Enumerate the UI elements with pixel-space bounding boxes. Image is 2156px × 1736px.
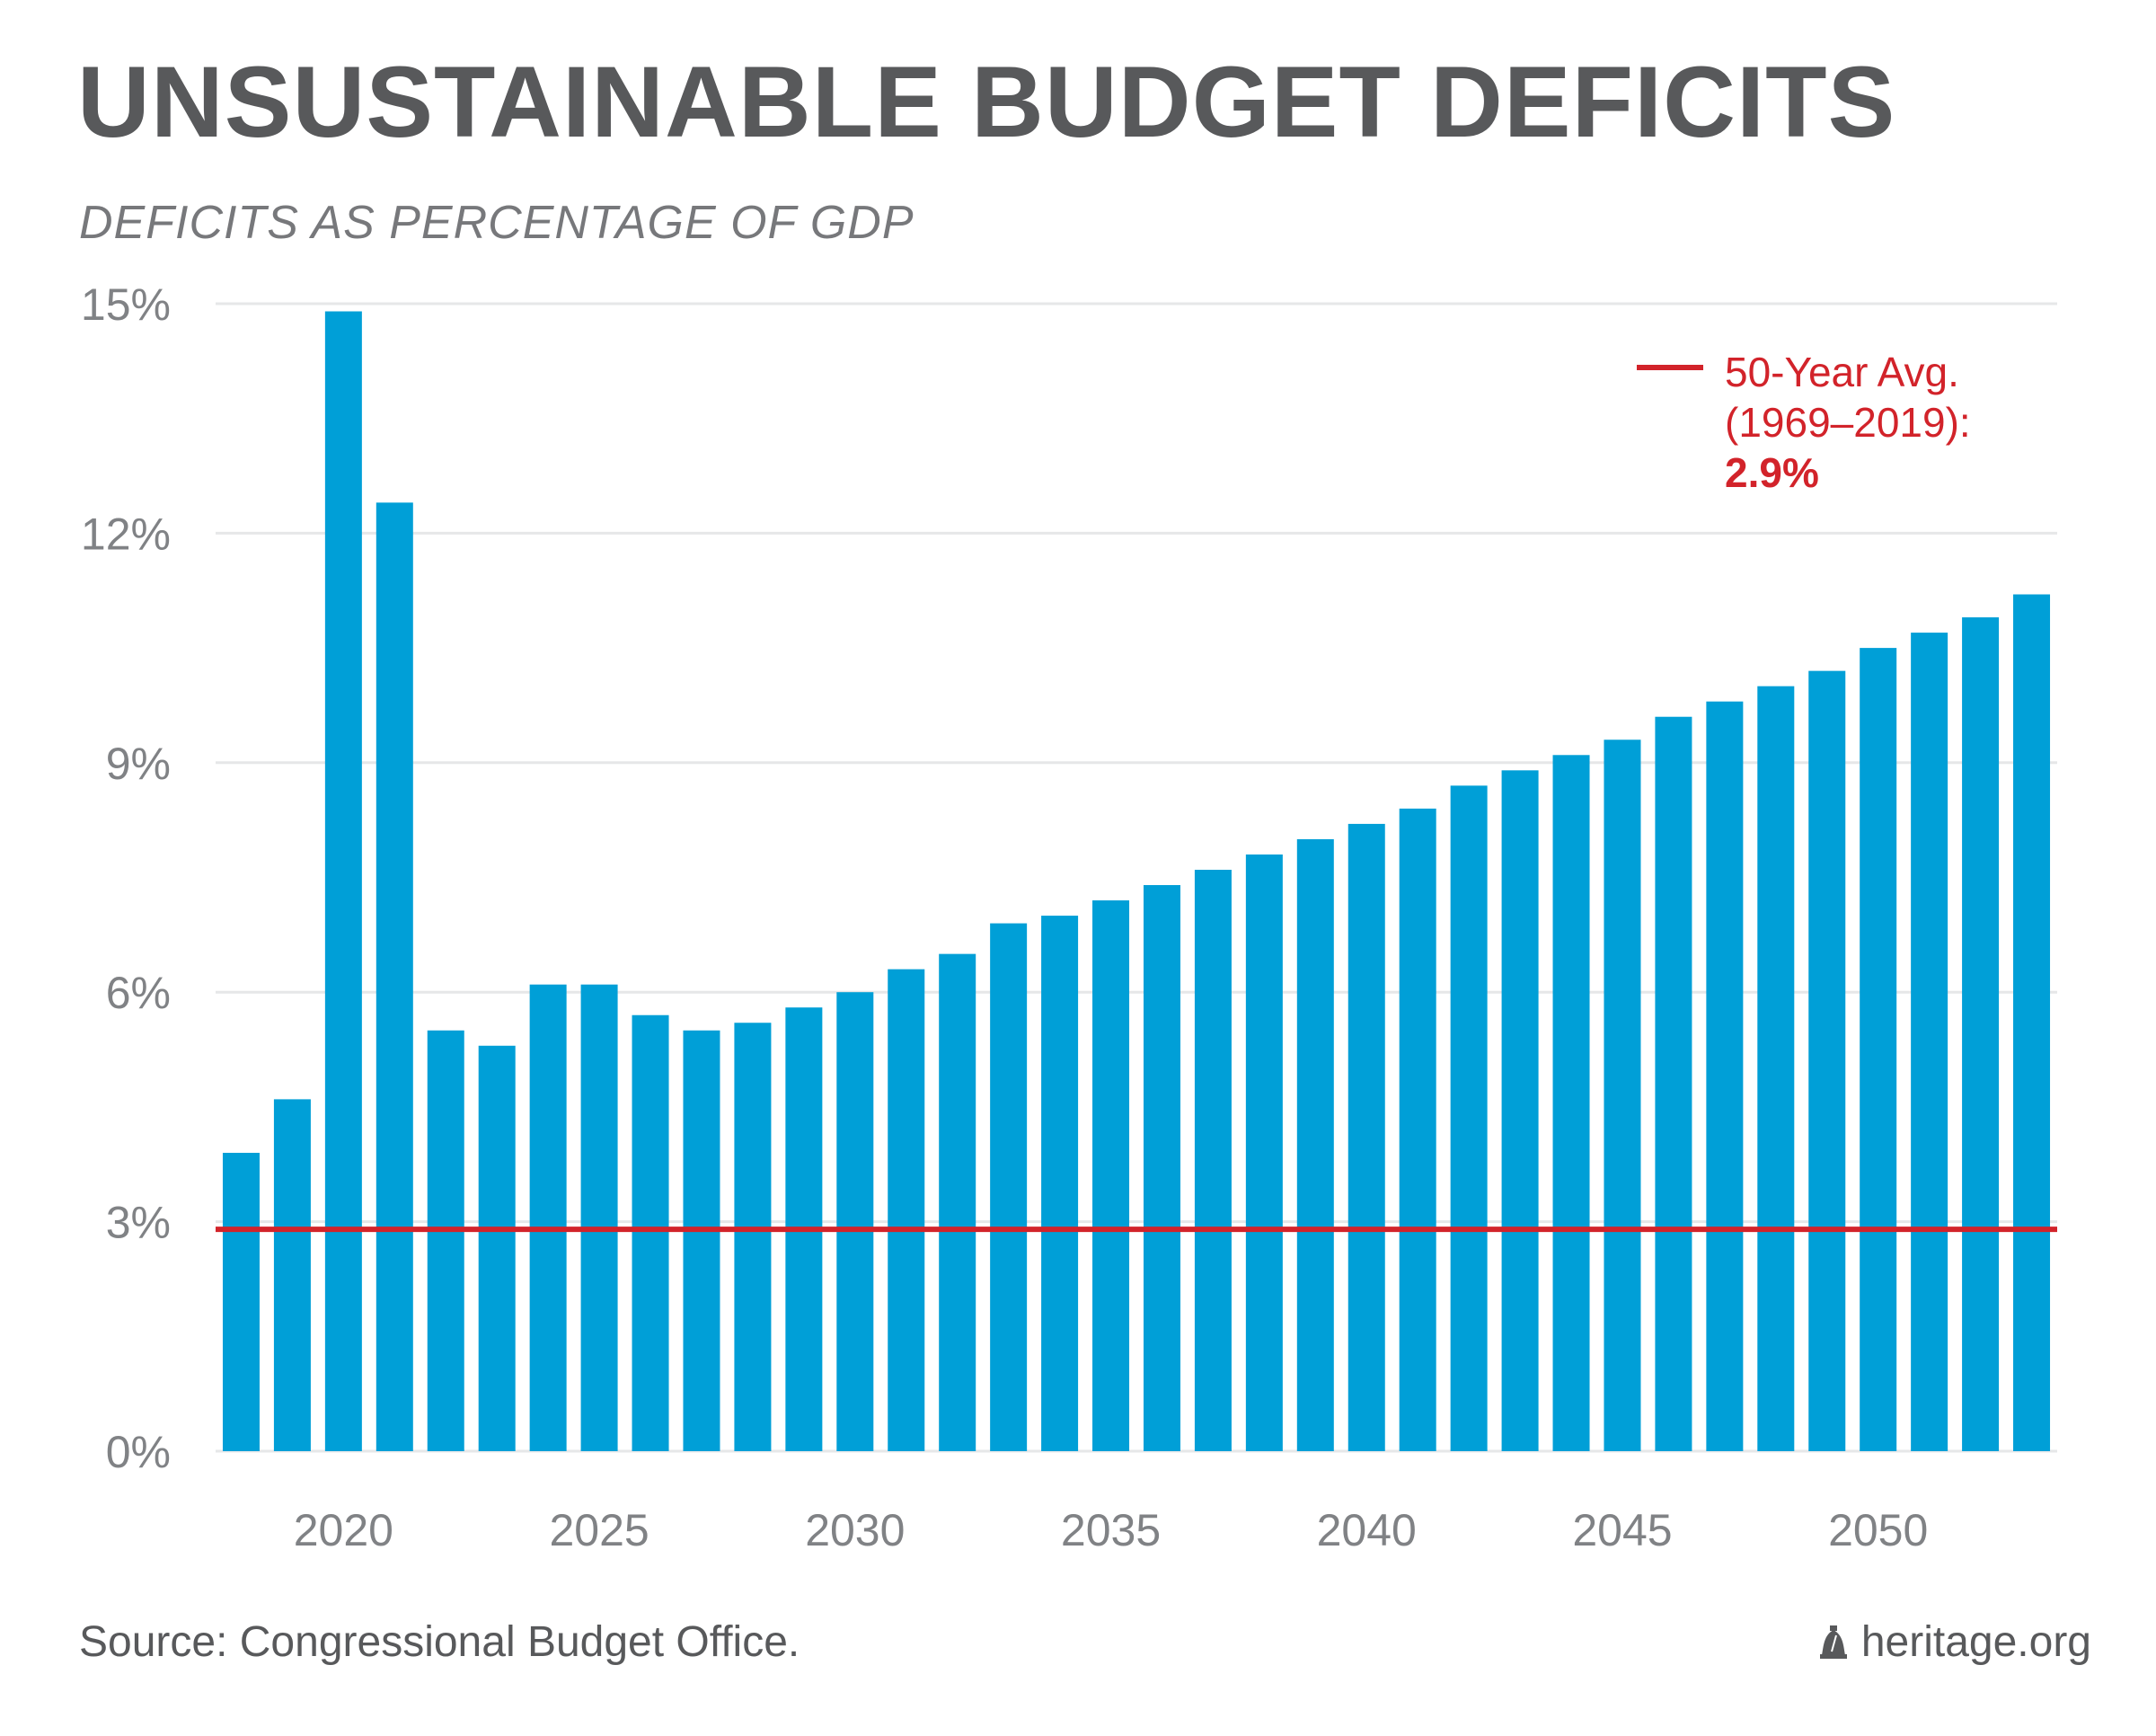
bar-2019	[273, 1099, 311, 1451]
bar-2042	[1450, 785, 1488, 1451]
legend-value: 2.9%	[1725, 449, 1819, 496]
brand[interactable]: heritage.org	[1818, 1617, 2091, 1667]
bar-2021	[376, 502, 413, 1451]
bar-2030	[836, 992, 874, 1451]
y-tick-label: 12%	[81, 509, 171, 559]
bar-2040	[1348, 823, 1385, 1451]
y-tick-label: 3%	[106, 1198, 171, 1248]
x-tick-label: 2050	[1828, 1505, 1928, 1555]
bar-2034	[1041, 916, 1079, 1451]
bar-2022	[427, 1030, 464, 1451]
bar-2033	[990, 923, 1028, 1451]
y-axis-ticks: 0% 3% 6% 9% 12% 15%	[81, 279, 171, 1477]
chart-subtitle: DEFICITS AS PERCENTAGE OF GDP	[79, 197, 915, 249]
x-tick-label: 2025	[549, 1505, 649, 1555]
bar-2028	[734, 1023, 772, 1451]
chart-title: UNSUSTAINABLE BUDGET DEFICITS	[77, 46, 1896, 158]
bar-2046	[1655, 716, 1692, 1451]
legend: 50-Year Avg. (1969–2019): 2.9%	[1637, 349, 1971, 496]
bar-2045	[1604, 740, 1641, 1451]
bar-2047	[1706, 701, 1744, 1451]
legend-label-line2: (1969–2019):	[1725, 399, 1971, 446]
x-tick-label: 2030	[805, 1505, 905, 1555]
bar-2038	[1245, 854, 1283, 1451]
bar-2051	[1911, 633, 1948, 1451]
gridlines	[216, 302, 2057, 1453]
bar-2048	[1757, 686, 1795, 1451]
bar-2044	[1552, 755, 1590, 1451]
x-tick-label: 2045	[1572, 1505, 1672, 1555]
bar-2039	[1296, 838, 1334, 1451]
deficit-bar-chart: 0%3%6%9%12%15% 2020 2025 2030 2035 2040 2045 2…	[81, 279, 2057, 1555]
source-note: Source: Congressional Budget Office.	[79, 1618, 800, 1666]
bar-2052	[1962, 617, 2000, 1451]
bar-2023	[478, 1045, 516, 1451]
x-tick-label: 2035	[1061, 1505, 1161, 1555]
legend-label-line1: 50-Year Avg.	[1725, 349, 1959, 395]
bar-2043	[1501, 770, 1539, 1451]
y-tick-label: 9%	[106, 739, 171, 789]
y-tick-label: 0%	[106, 1427, 171, 1477]
bar-2041	[1399, 808, 1436, 1451]
bar-2025	[580, 984, 618, 1451]
bar-2024	[529, 984, 567, 1451]
y-tick-label: 6%	[106, 968, 171, 1018]
x-tick-label: 2020	[294, 1505, 393, 1555]
bar-2018	[222, 1152, 260, 1451]
bar-2027	[683, 1030, 720, 1451]
bar-2053	[2013, 594, 2051, 1451]
x-axis-ticks: 2020 2025 2030 2035 2040 2045 2050	[294, 1505, 1929, 1555]
bar-2035	[1092, 900, 1130, 1451]
bar-2036	[1143, 885, 1180, 1451]
bar-2020	[324, 311, 362, 1452]
bar-2026	[632, 1014, 669, 1451]
liberty-bell-icon	[1819, 1625, 1847, 1659]
bar-2032	[939, 953, 976, 1451]
brand-label: heritage.org	[1860, 1618, 2091, 1666]
bar-2050	[1860, 648, 1897, 1451]
bar-2037	[1194, 869, 1232, 1451]
bars	[222, 311, 2051, 1452]
bar-2031	[888, 969, 925, 1451]
x-tick-label: 2040	[1317, 1505, 1417, 1555]
y-tick-label: 15%	[81, 279, 171, 330]
bar-2049	[1808, 670, 1846, 1451]
